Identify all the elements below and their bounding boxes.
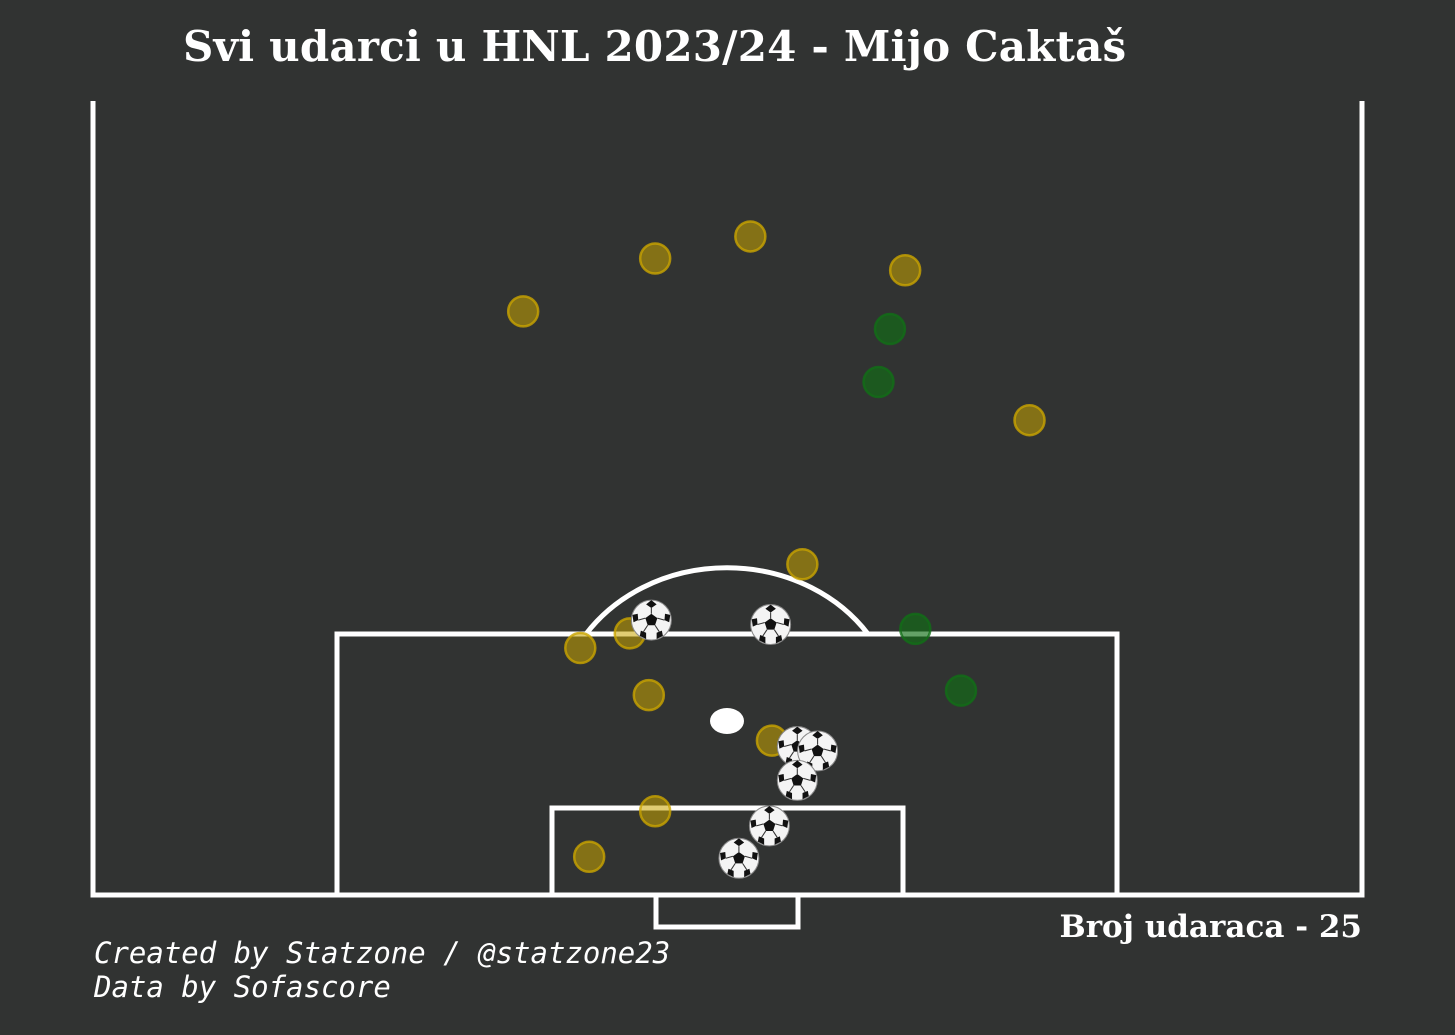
goal-frame xyxy=(653,895,801,930)
shot-goal-marker xyxy=(776,759,818,801)
shot-miss-marker xyxy=(1013,403,1046,437)
penalty-arc xyxy=(584,565,870,636)
shot-goal-marker xyxy=(630,599,672,641)
shot-miss-marker xyxy=(638,242,672,275)
shot-saved-marker xyxy=(873,312,907,346)
pitch-outline xyxy=(90,101,1365,898)
shot-miss-marker xyxy=(632,678,666,712)
shot-miss-marker xyxy=(572,840,606,874)
shot-goal-marker xyxy=(718,837,760,879)
chart-title: Svi udarci u HNL 2023/24 - Mijo Caktaš xyxy=(183,22,1127,71)
shot-miss-marker xyxy=(564,631,597,665)
penalty-spot xyxy=(710,708,744,734)
shots-layer xyxy=(506,220,1046,879)
credit-line-data-source: Data by Sofascore xyxy=(94,970,391,1004)
shot-saved-marker xyxy=(944,674,978,707)
shot-saved-marker xyxy=(899,612,932,646)
shot-miss-marker xyxy=(638,794,672,828)
shot-saved-marker xyxy=(862,365,895,399)
shot-goal-marker xyxy=(748,805,790,847)
shot-miss-marker xyxy=(888,254,922,287)
shot-count-label: Broj udaraca - 25 xyxy=(1059,909,1363,945)
shot-miss-marker xyxy=(786,548,819,581)
shot-goal-marker xyxy=(750,604,792,645)
six-yard-box xyxy=(549,805,906,898)
shot-miss-marker xyxy=(506,295,540,328)
credit-line-statzone: Created by Statzone / @statzone23 xyxy=(94,936,671,970)
shot-miss-marker xyxy=(734,220,767,253)
